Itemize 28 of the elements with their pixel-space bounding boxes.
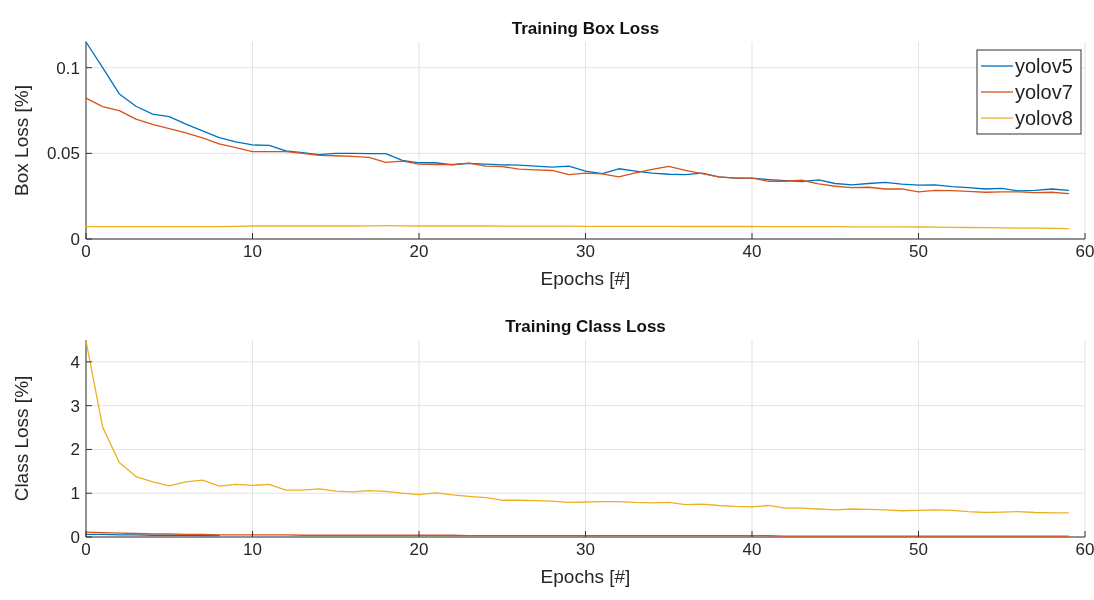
x-axis-title: Epochs [#] <box>540 566 631 587</box>
y-tick-label: 3 <box>70 396 80 416</box>
chart-title: Training Box Loss <box>511 19 660 38</box>
x-tick-label: 60 <box>1075 242 1094 261</box>
chart-title: Training Class Loss <box>505 317 666 336</box>
legend-label: yolov5 <box>1015 55 1073 77</box>
line-series <box>85 340 1069 514</box>
legend-label: yolov8 <box>1015 107 1073 129</box>
x-tick-label: 30 <box>576 540 595 559</box>
y-tick-label: 0.1 <box>56 58 80 78</box>
x-tick-label: 20 <box>409 242 429 261</box>
y-tick-label: 4 <box>70 352 80 372</box>
x-tick-label: 20 <box>409 540 429 559</box>
x-tick-label: 60 <box>1075 540 1094 559</box>
x-tick-label: 30 <box>576 242 595 261</box>
y-axis-title: Box Loss [%] <box>11 85 32 196</box>
x-tick-label: 40 <box>742 242 762 261</box>
x-tick-label: 40 <box>742 540 762 559</box>
y-tick-label: 1 <box>70 484 80 504</box>
x-tick-label: 10 <box>243 242 262 261</box>
x-tick-label: 50 <box>909 242 928 261</box>
y-axis-title: Class Loss [%] <box>11 375 32 502</box>
y-tick-label: 0.05 <box>46 144 80 164</box>
x-axis-title: Epochs [#] <box>540 268 631 289</box>
y-tick-label: 2 <box>70 440 80 460</box>
x-tick-label: 50 <box>909 540 928 559</box>
x-tick-label: 10 <box>243 540 262 559</box>
legend-label: yolov7 <box>1015 81 1073 103</box>
